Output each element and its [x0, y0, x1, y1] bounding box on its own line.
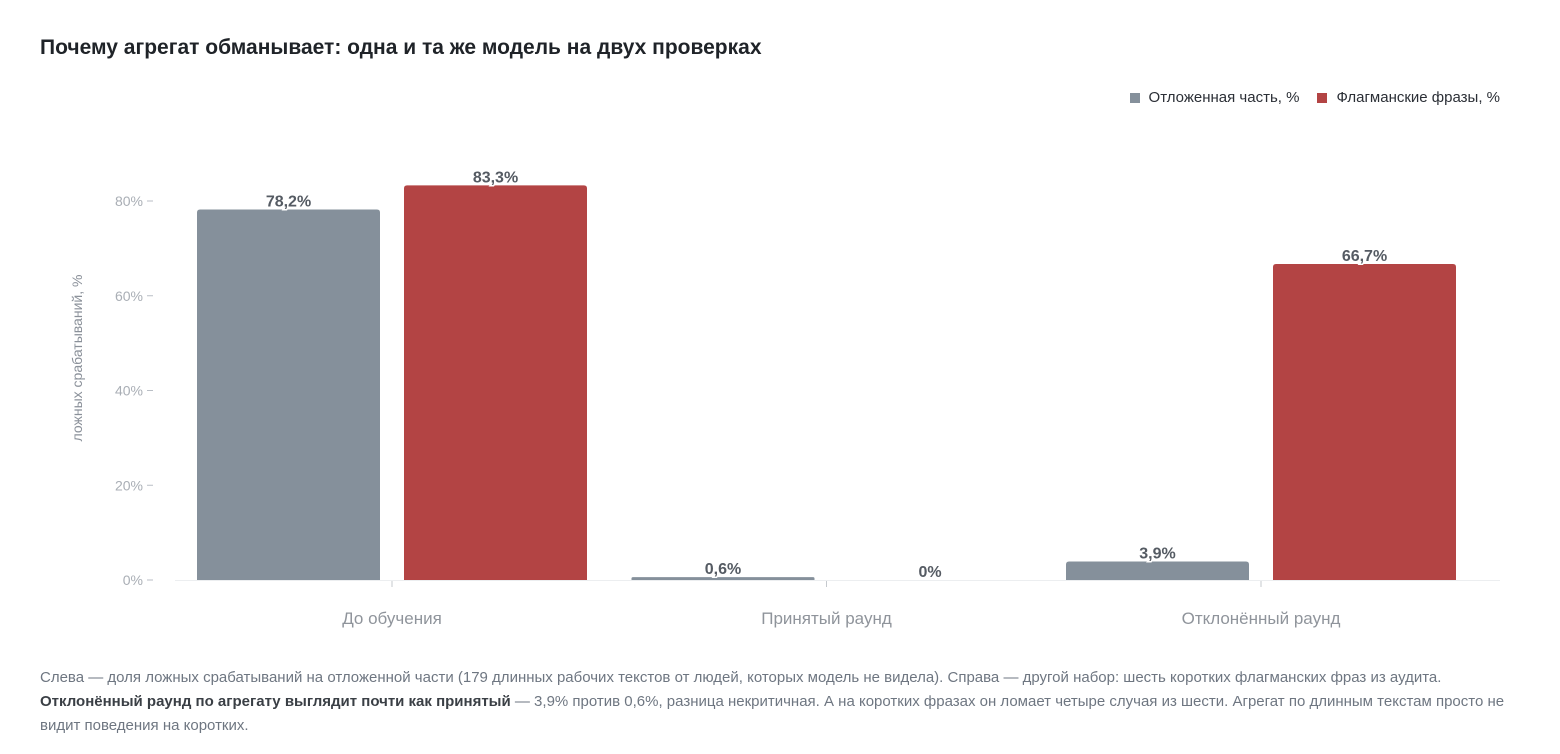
x-tick-label: До обучения — [342, 609, 442, 628]
bar — [1066, 561, 1249, 580]
data-label: 83,3% — [473, 169, 518, 186]
bar — [404, 185, 587, 580]
bar — [631, 577, 815, 580]
caption-text-1: Слева — доля ложных срабатываний на отло… — [40, 669, 1442, 686]
legend-label-holdout: Отложенная часть, % — [1148, 89, 1300, 106]
y-tick-label: 40% — [115, 383, 143, 399]
bar — [1273, 264, 1456, 580]
data-label: 78,2% — [266, 194, 311, 211]
y-tick-label: 0% — [123, 572, 143, 588]
chart-caption: Слева — доля ложных срабатываний на отло… — [40, 666, 1520, 738]
x-tick-label: Отклонённый раунд — [1182, 609, 1341, 628]
data-label: 0,6% — [705, 561, 741, 578]
data-label: 66,7% — [1342, 248, 1387, 265]
x-tick-label: Принятый раунд — [761, 609, 892, 628]
bar-chart: 0% 20% 40% 60% 80% ложных срабатываний, % До о… — [69, 168, 1500, 628]
caption-bold: Отклонённый раунд по агрегату выглядит п… — [40, 693, 511, 710]
chart-title: Почему агрегат обманывает: одна и та же … — [40, 36, 762, 59]
y-tick-label: 60% — [115, 288, 143, 304]
y-axis-label: ложных срабатываний, % — [69, 275, 85, 442]
caption-text-2: — 3,9% против 0,6%, разница некритичная.… — [40, 693, 1505, 734]
y-tick-label: 80% — [115, 193, 143, 209]
bar — [197, 209, 380, 580]
data-label: 3,9% — [1139, 546, 1175, 563]
legend: Отложенная часть, % Флагманские фразы, % — [1129, 89, 1500, 106]
legend-label-flagship: Флагманские фразы, % — [1336, 89, 1500, 106]
data-label: 0% — [918, 564, 941, 581]
legend-item-holdout[interactable]: Отложенная часть, % — [1129, 89, 1300, 106]
legend-swatch-holdout — [1129, 92, 1140, 103]
legend-swatch-flagship — [1317, 92, 1328, 103]
y-tick-label: 20% — [115, 477, 143, 493]
legend-item-flagship[interactable]: Флагманские фразы, % — [1317, 89, 1500, 106]
